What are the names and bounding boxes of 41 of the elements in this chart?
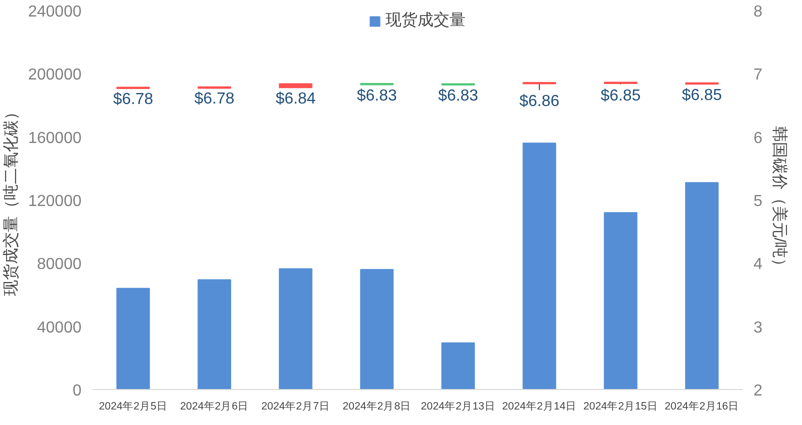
- bar: [604, 212, 638, 390]
- text: $6.85: [682, 86, 722, 104]
- text: $6.83: [356, 87, 397, 104]
- text: $6.83: [438, 87, 478, 104]
- y-tick-label: 40000: [37, 319, 82, 336]
- y2-tick-label: 2: [754, 382, 762, 400]
- text: $6.78: [113, 91, 154, 108]
- text: $6.86: [519, 93, 560, 110]
- text: $6.78: [194, 90, 234, 108]
- y-tick-label: 120000: [28, 193, 82, 210]
- text: $6.85: [600, 87, 641, 104]
- y2-tick-label: 3: [754, 319, 762, 336]
- y2-tick-label: 8: [754, 4, 762, 20]
- x-tick-label: 2024年2月16日: [664, 400, 740, 412]
- bar: [360, 268, 394, 390]
- y2-tick-label: 4: [754, 256, 762, 274]
- bar: [198, 279, 232, 390]
- y-tick-label: 0: [72, 382, 82, 400]
- y-tick-label: 160000: [28, 130, 82, 147]
- bar: [522, 142, 556, 390]
- bar: [441, 342, 475, 390]
- y-tick-label: 240000: [28, 4, 82, 20]
- x-tick-label: 2024年2月5日: [98, 400, 168, 412]
- y2-axis-title: 韩国碳价（美元/吨）: [770, 126, 788, 274]
- y2-tick-label: 7: [754, 66, 762, 84]
- x-tick-label: 2024年2月8日: [342, 400, 412, 412]
- x-tick-label: 2024年2月15日: [583, 400, 658, 412]
- bar: [116, 288, 150, 390]
- y-tick-label: 200000: [28, 66, 82, 84]
- y-tick-label: 80000: [37, 256, 82, 274]
- y2-tick-label: 6: [754, 130, 762, 147]
- text: $6.84: [276, 90, 316, 108]
- x-tick-label: 2024年2月13日: [420, 400, 496, 412]
- y-axis-title: 现货成交量（吨二氧化碳）: [2, 104, 20, 296]
- x-tick-label: 2024年2月6日: [180, 400, 249, 412]
- y2-tick-label: 5: [754, 193, 762, 210]
- bar: [685, 182, 719, 390]
- x-tick-label: 2024年2月14日: [502, 400, 577, 412]
- bar: [278, 268, 312, 390]
- x-tick-label: 2024年2月7日: [261, 400, 330, 412]
- legend-label: 现货成交量: [386, 10, 466, 31]
